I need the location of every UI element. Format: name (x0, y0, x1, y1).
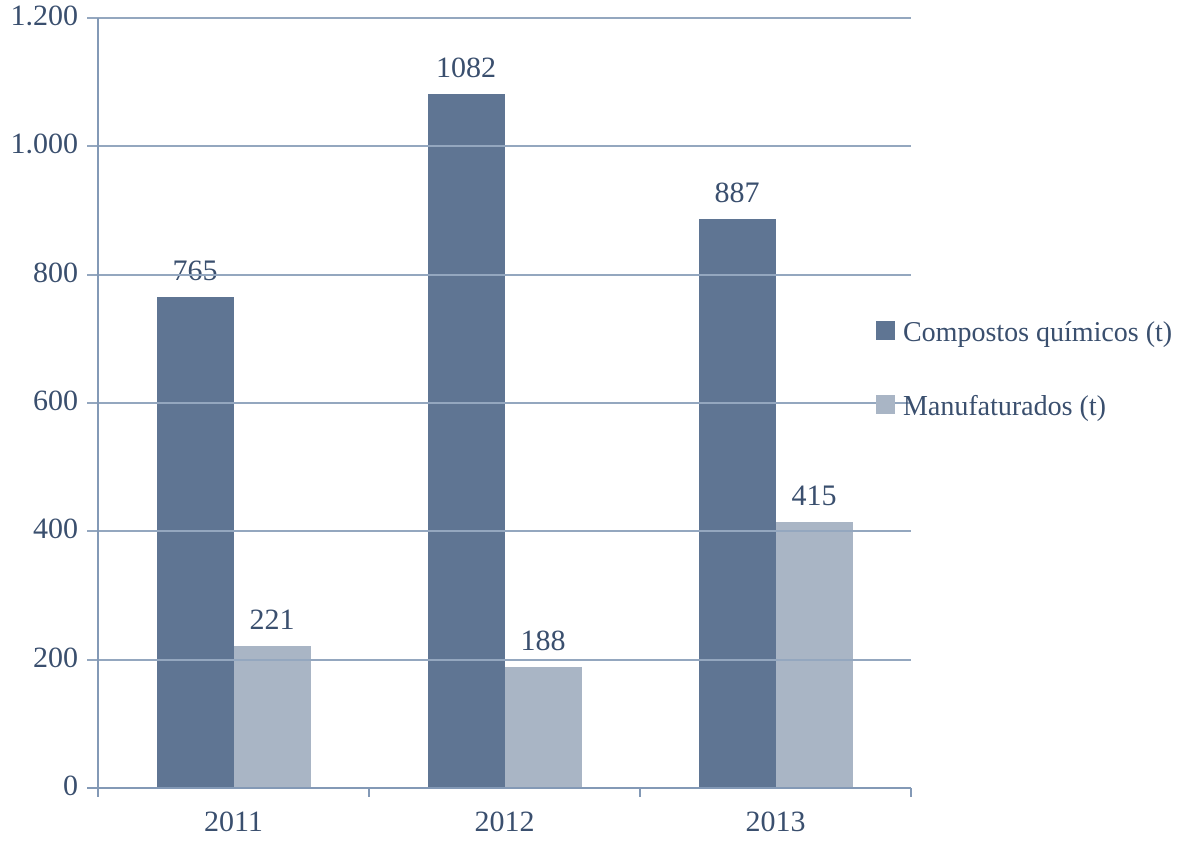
bar-value-label: 1082 (436, 50, 496, 84)
bar-2013-compostos-quimicos (698, 218, 776, 788)
gridline (87, 273, 911, 276)
y-tick-label: 600 (33, 384, 78, 417)
bar-value-label: 221 (249, 603, 295, 637)
bar-2012-manufaturados (504, 667, 582, 788)
legend-label: Manufaturados (t) (903, 391, 1106, 422)
gridline (87, 530, 911, 533)
bar-value-label: 415 (791, 478, 837, 512)
compostos-quimicos-swatch-icon (876, 321, 895, 340)
bar-value-label: 887 (714, 175, 760, 209)
legend: Compostos químicos (t) Manufaturados (t) (876, 312, 1176, 460)
y-tick-label: 1.000 (10, 127, 79, 161)
bar-value-label: 765 (172, 254, 218, 288)
manufaturados-swatch-icon (876, 395, 895, 414)
y-tick-label: 800 (33, 255, 78, 289)
plot-area: 765 221 1082 188 887 415 (98, 18, 911, 788)
y-tick-label: 0 (63, 769, 78, 802)
legend-entry-manufaturados: Manufaturados (t) (876, 386, 1176, 428)
legend-entry-compostos-quimicos: Compostos químicos (t) (876, 312, 1176, 354)
bar-2011-compostos-quimicos (156, 297, 234, 788)
x-tick-label: 2013 (745, 805, 806, 838)
x-axis-tick (368, 788, 370, 797)
x-tick-label: 2012 (474, 805, 535, 838)
bar-2011-manufaturados (233, 646, 311, 788)
gridline (87, 145, 911, 148)
legend-label: Compostos químicos (t) (903, 317, 1173, 348)
y-tick-label: 1.200 (10, 0, 79, 32)
gridline (87, 402, 911, 404)
x-tick-label: 2011 (204, 805, 263, 838)
y-axis-line (97, 18, 99, 797)
bar-2013-manufaturados (775, 521, 853, 788)
y-tick-label: 400 (33, 512, 78, 546)
gridline (87, 17, 911, 19)
bar-2012-compostos-quimicos (427, 93, 505, 788)
x-axis-tick (910, 788, 912, 797)
x-axis-tick (639, 788, 641, 797)
bar-value-label: 188 (520, 624, 566, 658)
gridline (87, 658, 911, 661)
y-tick-label: 200 (33, 640, 78, 674)
x-axis-line (87, 787, 911, 789)
